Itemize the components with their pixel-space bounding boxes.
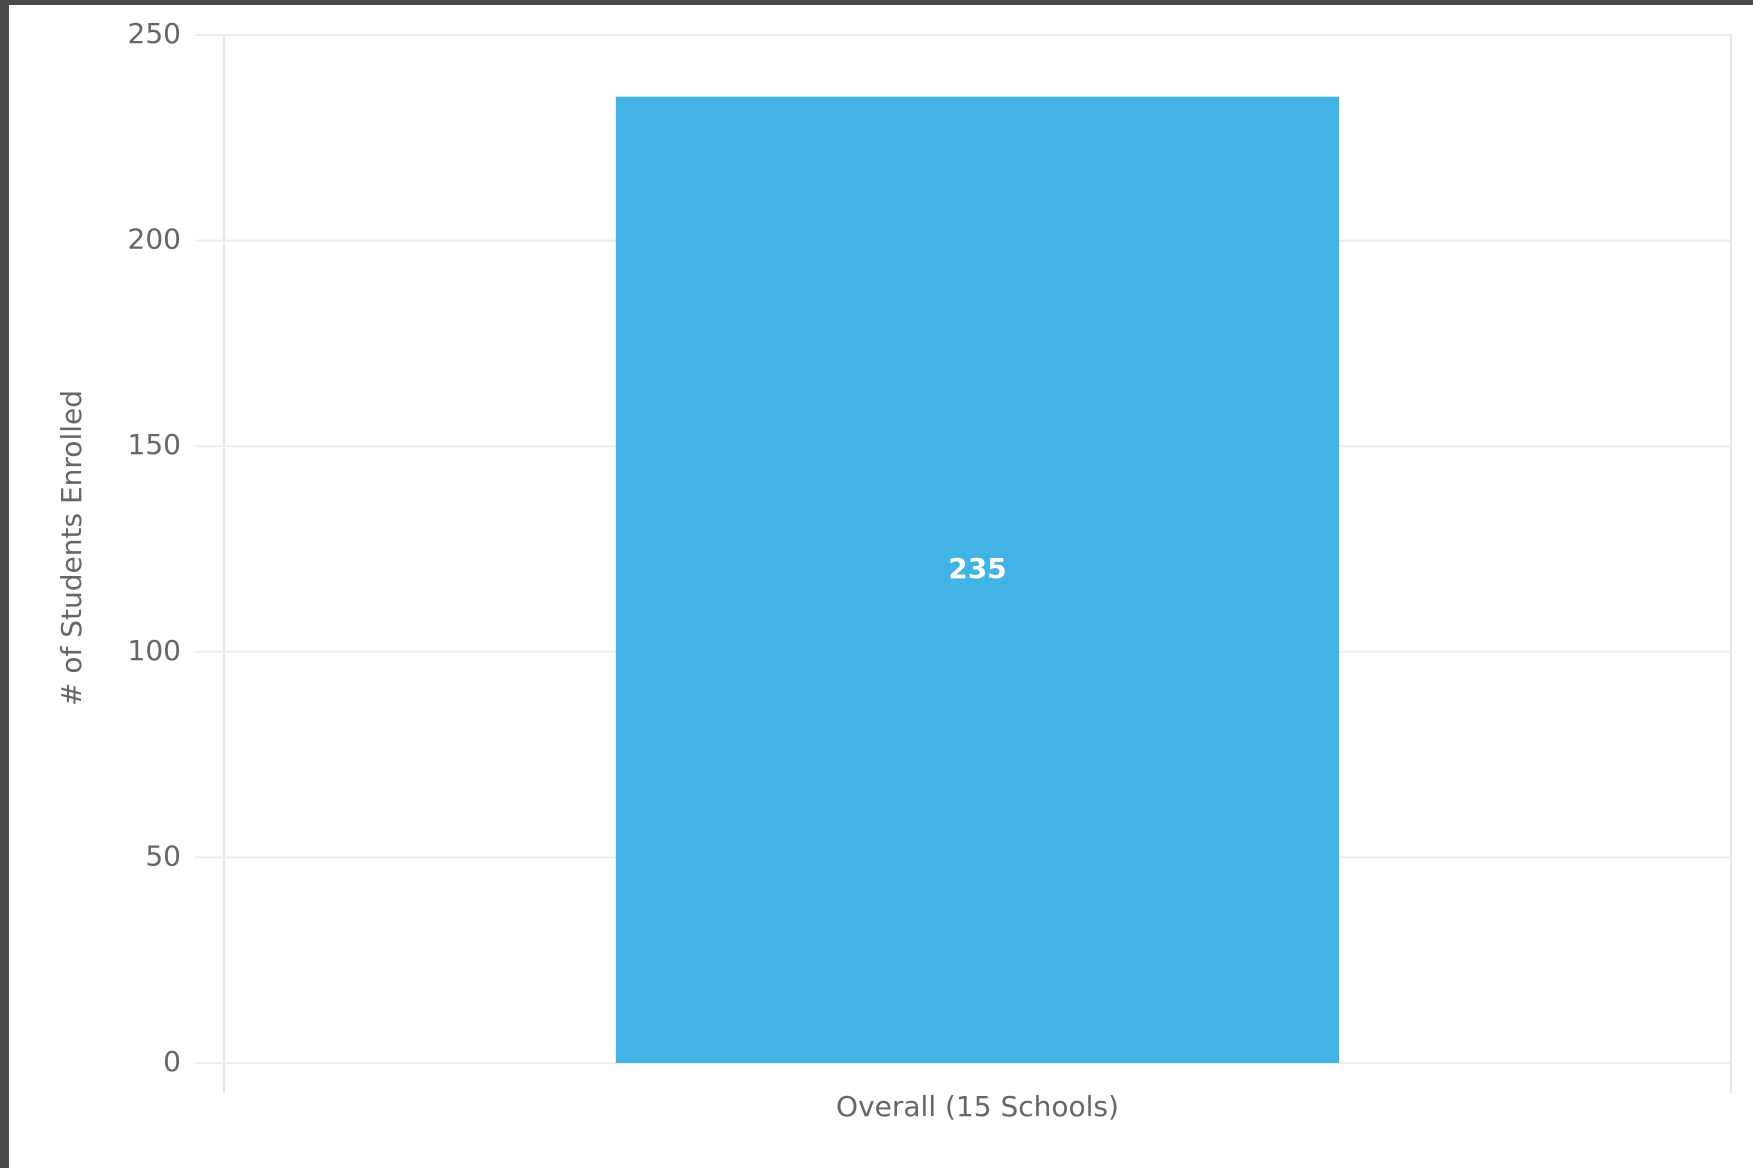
value-label: 235 bbox=[948, 552, 1006, 585]
y-axis-title: # of Students Enrolled bbox=[55, 390, 88, 706]
chart: # of Students Enrolled 0 50 100 150 200 250 Ov… bbox=[9, 5, 1753, 1168]
x-tick-label: Overall (15 Schools) bbox=[836, 1090, 1119, 1123]
y-tick-label: 100 bbox=[128, 634, 181, 667]
y-tick-label: 200 bbox=[128, 223, 181, 256]
y-tick-label: 250 bbox=[128, 17, 181, 50]
y-tick-label: 50 bbox=[145, 839, 181, 872]
y-tick-label: 0 bbox=[163, 1045, 181, 1078]
bar bbox=[615, 96, 1340, 1064]
y-tick-label: 150 bbox=[128, 428, 181, 461]
